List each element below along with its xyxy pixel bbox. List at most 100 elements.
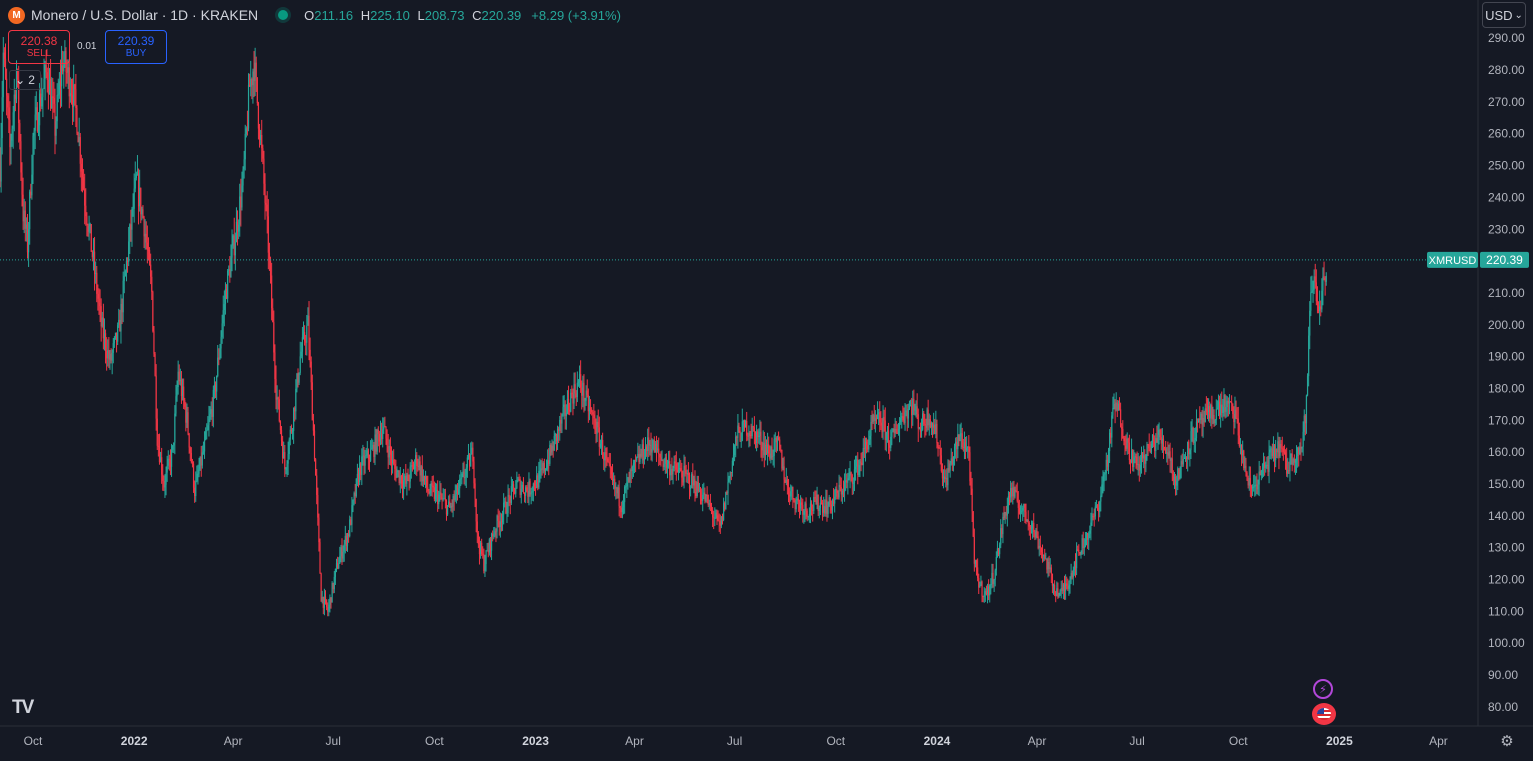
candle[interactable] xyxy=(504,497,506,508)
candle[interactable] xyxy=(22,177,24,230)
candle[interactable] xyxy=(509,495,511,515)
candle[interactable] xyxy=(653,436,655,453)
candle[interactable] xyxy=(861,451,863,466)
candle[interactable] xyxy=(703,482,705,500)
candle[interactable] xyxy=(686,469,688,484)
candle[interactable] xyxy=(982,595,984,603)
candle[interactable] xyxy=(1090,512,1092,541)
candle[interactable] xyxy=(190,447,192,464)
candle[interactable] xyxy=(128,226,130,267)
candle[interactable] xyxy=(217,345,219,378)
candle[interactable] xyxy=(841,488,843,504)
candle[interactable] xyxy=(1058,592,1060,598)
candle[interactable] xyxy=(253,51,255,98)
candle[interactable] xyxy=(929,415,931,429)
candle[interactable] xyxy=(1223,388,1225,417)
candle[interactable] xyxy=(933,412,935,435)
candle[interactable] xyxy=(488,537,490,556)
candle[interactable] xyxy=(260,130,262,146)
candle[interactable] xyxy=(1147,443,1149,457)
candle[interactable] xyxy=(262,144,264,165)
candle[interactable] xyxy=(1179,466,1181,480)
candle[interactable] xyxy=(1013,480,1015,500)
candle[interactable] xyxy=(1011,482,1013,503)
candle[interactable] xyxy=(1038,538,1040,557)
candle[interactable] xyxy=(706,486,708,504)
candle[interactable] xyxy=(905,404,907,417)
candle[interactable] xyxy=(390,446,393,476)
candle[interactable] xyxy=(1270,446,1272,460)
candle[interactable] xyxy=(813,491,815,515)
candle[interactable] xyxy=(551,439,553,456)
candle[interactable] xyxy=(853,459,856,492)
candle[interactable] xyxy=(991,563,993,589)
candle[interactable] xyxy=(1253,474,1255,492)
candle[interactable] xyxy=(980,575,982,587)
candle[interactable] xyxy=(1165,440,1167,454)
candle[interactable] xyxy=(602,432,604,459)
candle[interactable] xyxy=(642,437,644,469)
candle[interactable] xyxy=(490,532,493,561)
candle[interactable] xyxy=(309,337,311,368)
candle[interactable] xyxy=(433,481,435,502)
candle[interactable] xyxy=(121,298,123,325)
candle[interactable] xyxy=(652,439,654,451)
candle[interactable] xyxy=(1080,550,1082,559)
candle[interactable] xyxy=(843,473,846,502)
candle[interactable] xyxy=(643,449,646,465)
candle[interactable] xyxy=(341,538,343,565)
candle[interactable] xyxy=(1145,453,1147,473)
candle[interactable] xyxy=(240,178,242,227)
candle[interactable] xyxy=(18,65,20,143)
candle[interactable] xyxy=(1224,394,1226,419)
candle[interactable] xyxy=(1115,392,1117,412)
candle[interactable] xyxy=(1163,446,1166,451)
candle[interactable] xyxy=(1254,474,1256,497)
candle[interactable] xyxy=(1036,524,1038,539)
candle[interactable] xyxy=(1185,456,1188,469)
candle[interactable] xyxy=(391,450,394,474)
candle[interactable] xyxy=(1187,441,1189,472)
candle[interactable] xyxy=(86,212,88,237)
candle[interactable] xyxy=(1118,397,1121,411)
candle[interactable] xyxy=(755,424,758,452)
candle[interactable] xyxy=(743,419,746,432)
candle[interactable] xyxy=(981,580,983,603)
candle[interactable] xyxy=(410,459,412,479)
candle[interactable] xyxy=(1275,439,1277,468)
candle[interactable] xyxy=(234,232,236,271)
candle[interactable] xyxy=(304,325,306,346)
currency-select[interactable]: USD ⌄ xyxy=(1482,2,1526,28)
candle[interactable] xyxy=(1030,520,1033,534)
candle[interactable] xyxy=(1092,513,1094,521)
candle[interactable] xyxy=(781,449,783,472)
candle[interactable] xyxy=(55,116,57,145)
candle[interactable] xyxy=(1247,475,1249,489)
candle[interactable] xyxy=(1325,272,1327,286)
candle[interactable] xyxy=(912,390,914,426)
candle[interactable] xyxy=(1039,535,1041,556)
candle[interactable] xyxy=(527,482,529,504)
candle[interactable] xyxy=(1132,449,1134,472)
candle[interactable] xyxy=(1063,575,1066,600)
candle[interactable] xyxy=(71,78,74,125)
candle[interactable] xyxy=(1315,269,1317,306)
candle[interactable] xyxy=(975,559,978,576)
candle[interactable] xyxy=(1106,454,1109,471)
candle[interactable] xyxy=(88,215,90,241)
candle[interactable] xyxy=(1003,506,1005,521)
candle[interactable] xyxy=(137,168,140,225)
candle[interactable] xyxy=(1073,561,1076,576)
candle[interactable] xyxy=(335,558,338,573)
candle[interactable] xyxy=(202,441,205,455)
candle[interactable] xyxy=(1229,401,1232,403)
candle[interactable] xyxy=(296,372,298,393)
candle[interactable] xyxy=(984,588,986,602)
candle[interactable] xyxy=(57,78,59,103)
candle[interactable] xyxy=(934,418,936,435)
sell-button[interactable]: 220.38 SELL xyxy=(8,30,70,64)
candle[interactable] xyxy=(746,411,748,442)
candle[interactable] xyxy=(1134,452,1136,464)
candle[interactable] xyxy=(972,510,974,538)
candle[interactable] xyxy=(130,209,132,242)
